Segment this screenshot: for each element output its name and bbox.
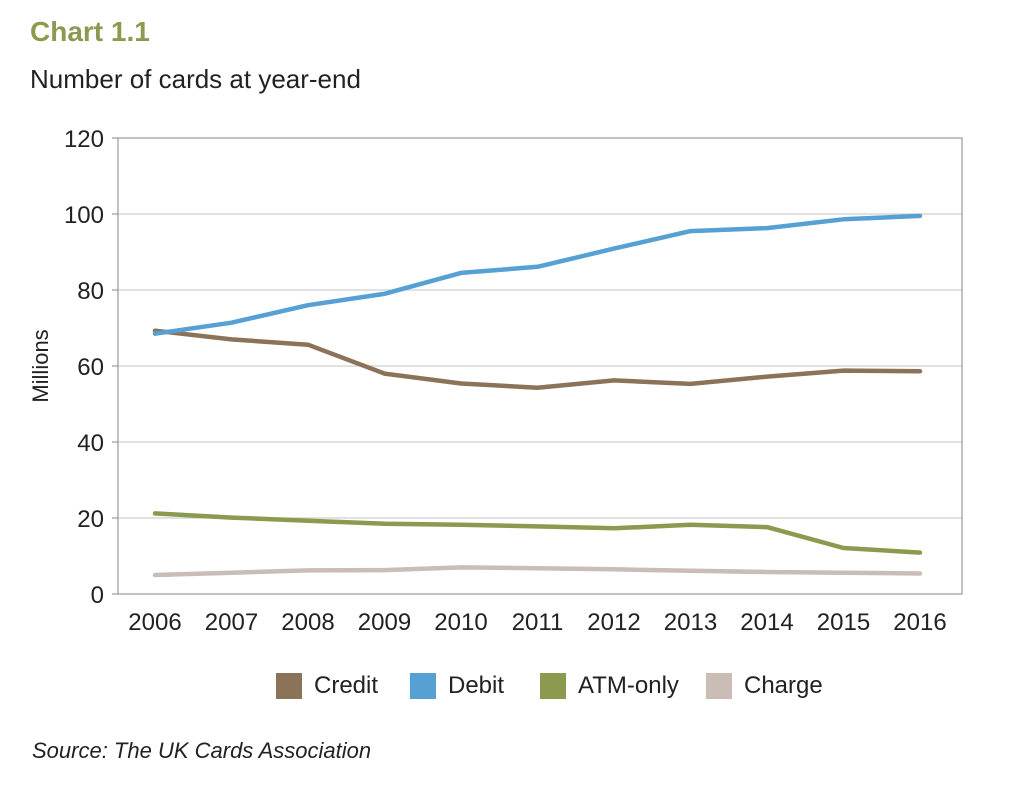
x-tick-label: 2009 (358, 609, 411, 636)
y-tick-label: 0 (91, 582, 104, 609)
line-chart: 0 20 40 60 80 100 120 2006 2007 2008 2009 2010 2011… (28, 126, 963, 636)
x-tick-label: 2008 (281, 609, 334, 636)
y-tick-label: 100 (64, 202, 104, 229)
legend: Credit Debit ATM-only Charge (0, 668, 1024, 704)
legend-label: ATM-only (578, 672, 679, 699)
y-tick-label: 60 (77, 354, 104, 381)
legend-item-debit: Debit (410, 668, 504, 704)
legend-item-credit: Credit (276, 668, 378, 704)
legend-swatch (706, 673, 732, 699)
legend-item-atm-only: ATM-only (540, 668, 679, 704)
legend-label: Debit (448, 672, 505, 699)
x-tick-label: 2016 (893, 609, 946, 636)
series-lines (152, 213, 923, 578)
y-tick-label: 40 (77, 430, 104, 457)
legend-swatch (276, 673, 302, 699)
x-tick-label: 2013 (664, 609, 717, 636)
chart-subtitle: Number of cards at year-end (30, 64, 361, 94)
legend-label: Credit (314, 672, 379, 699)
x-tick-label: 2015 (817, 609, 870, 636)
legend-label: Charge (744, 672, 823, 699)
y-axis-label: Millions (28, 329, 53, 402)
series-line-debit (152, 213, 923, 336)
x-tick-label: 2014 (740, 609, 793, 636)
y-tick-label: 120 (64, 126, 104, 153)
chart-number: Chart 1.1 (30, 16, 150, 47)
y-tick-label: 20 (77, 506, 104, 533)
y-tick-label: 80 (77, 278, 104, 305)
x-tick-label: 2007 (205, 609, 258, 636)
legend-item-charge: Charge (706, 668, 823, 704)
legend-swatch (540, 673, 566, 699)
x-axis-ticks: 2006 2007 2008 2009 2010 2011 2012 2013 2014 2015… (128, 609, 946, 636)
x-tick-label: 2006 (128, 609, 181, 636)
source-note: Source: The UK Cards Association (32, 738, 372, 763)
gridlines (118, 213, 962, 519)
series-line-charge (152, 565, 923, 578)
x-tick-label: 2010 (434, 609, 487, 636)
y-axis-ticks: 0 20 40 60 80 100 120 (64, 126, 118, 609)
series-line-atm-only (152, 511, 923, 555)
x-tick-label: 2012 (587, 609, 640, 636)
series-line-credit (152, 328, 923, 390)
x-tick-label: 2011 (512, 609, 564, 636)
legend-swatch (410, 673, 436, 699)
